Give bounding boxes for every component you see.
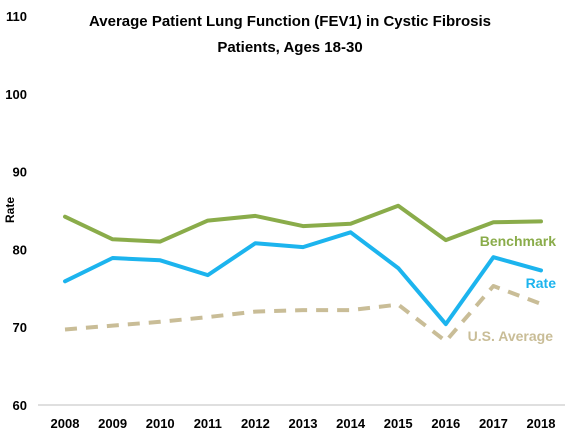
series-line-benchmark: [63, 203, 543, 244]
x-tick-label-2014: 2014: [336, 416, 366, 431]
y-tick-label-90: 90: [13, 165, 27, 180]
y-tick-labels: 60 70 80 90 100 110: [5, 9, 27, 413]
y-axis-label: Rate: [3, 197, 17, 223]
y-tick-label-80: 80: [13, 242, 27, 257]
x-tick-labels: 2008 2009 2010 2011 2012 2013 2014 2015 2016 2017…: [51, 416, 556, 431]
x-tick-label-2009: 2009: [98, 416, 127, 431]
series-label-rate: Rate: [526, 275, 557, 291]
series-lines: [63, 203, 543, 344]
series-line-rate: [63, 230, 543, 327]
x-tick-label-2012: 2012: [241, 416, 270, 431]
x-tick-label-2008: 2008: [51, 416, 80, 431]
x-tick-label-2010: 2010: [146, 416, 175, 431]
y-tick-label-110: 110: [6, 9, 27, 24]
x-tick-label-2016: 2016: [431, 416, 460, 431]
x-tick-label-2017: 2017: [479, 416, 508, 431]
y-tick-label-70: 70: [13, 320, 27, 335]
series-label-benchmark: Benchmark: [480, 233, 556, 249]
x-tick-label-2018: 2018: [527, 416, 556, 431]
chart-title-line-2: Patients, Ages 18-30: [217, 39, 362, 56]
x-tick-label-2011: 2011: [194, 416, 222, 431]
x-tick-label-2013: 2013: [289, 416, 318, 431]
series-line-u-s-average: [64, 284, 542, 344]
x-tick-label-2015: 2015: [384, 416, 413, 431]
y-tick-label-60: 60: [13, 398, 27, 413]
chart-title-line-1: Average Patient Lung Function (FEV1) in …: [89, 13, 491, 30]
y-tick-label-100: 100: [5, 87, 27, 102]
series-labels: Benchmark Rate U.S. Average: [468, 233, 557, 344]
series-label-u-s-average: U.S. Average: [468, 328, 554, 344]
